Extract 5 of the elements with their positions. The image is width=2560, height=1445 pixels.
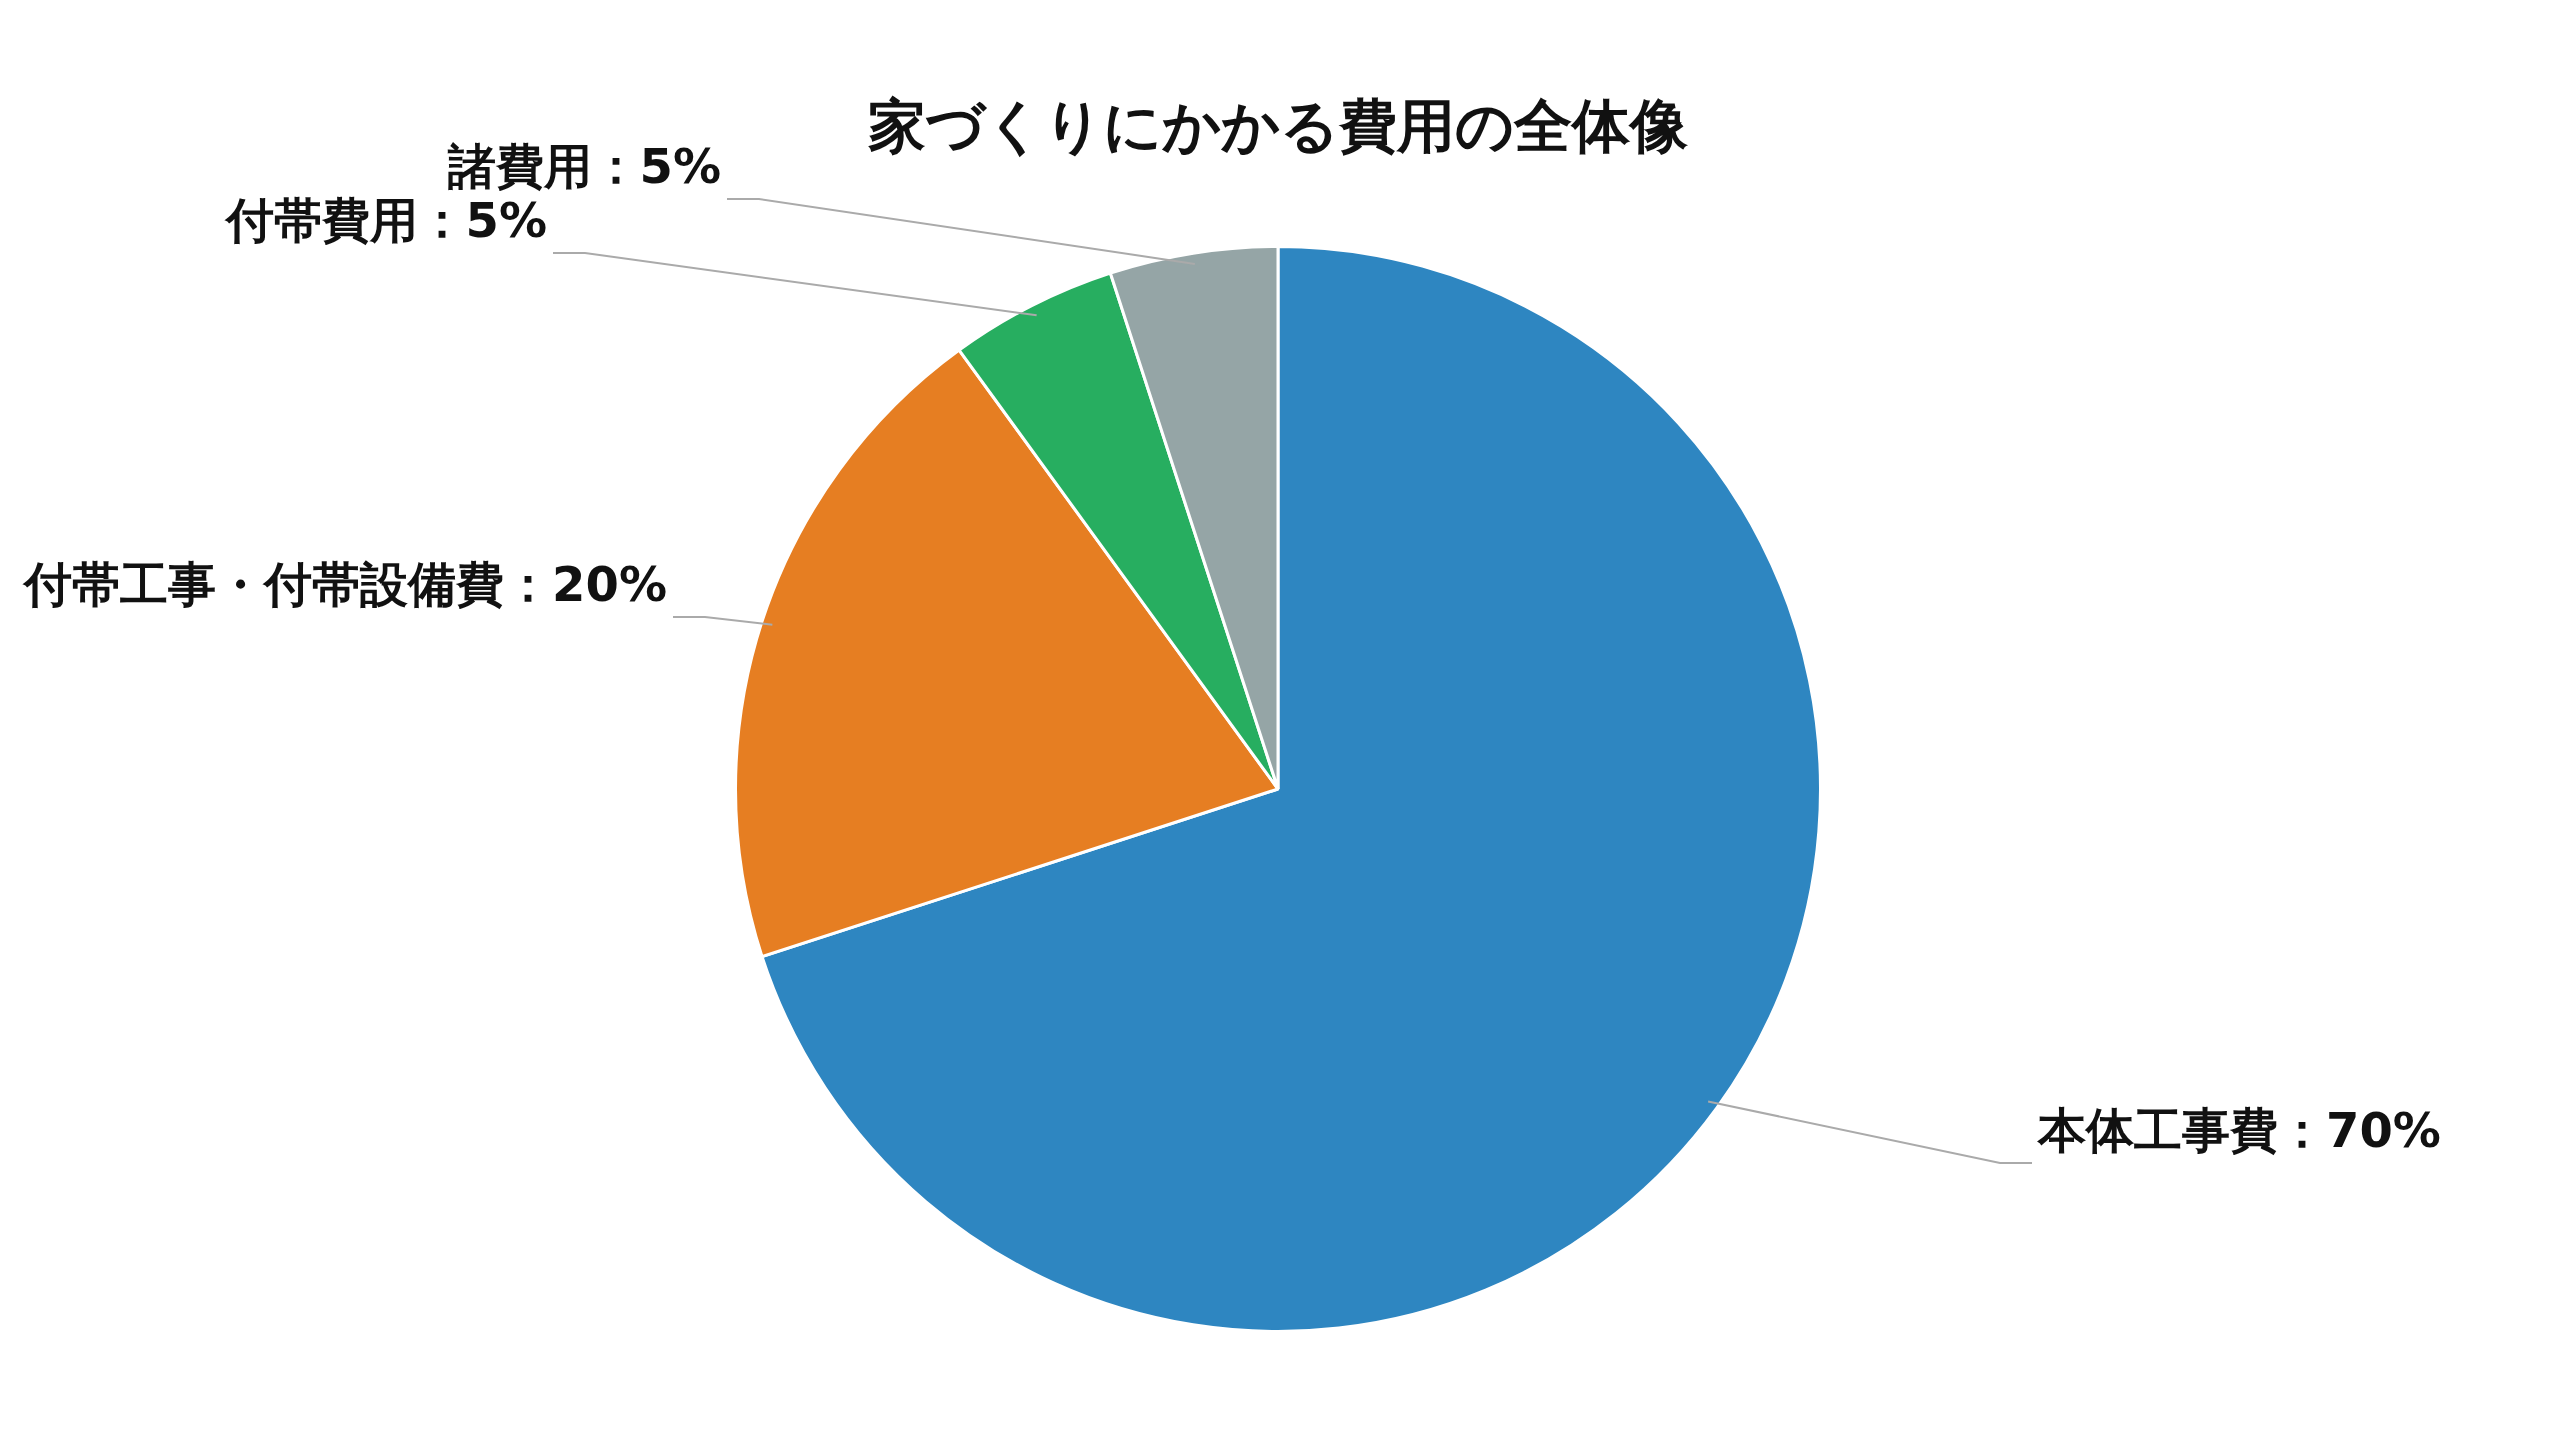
slice-label: 本体工事費：70%	[2037, 1102, 2441, 1159]
chart-title: 家づくりにかかる費用の全体像	[868, 92, 1688, 160]
slice-label: 付帯工事・付帯設備費：20%	[22, 556, 667, 613]
slice-label: 付帯費用：5%	[223, 192, 547, 249]
slice-label: 諸費用：5%	[446, 138, 721, 195]
